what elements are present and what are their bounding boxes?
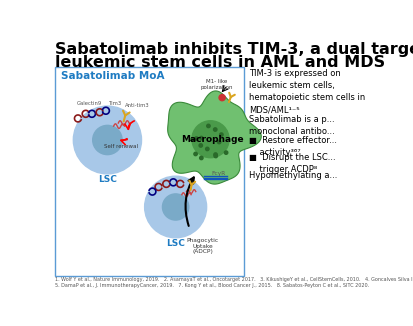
- Text: TIM-3 is expressed on
leukemic stem cells,
hematopoietic stem cells in
MDS/AML¹⁻: TIM-3 is expressed on leukemic stem cell…: [249, 69, 366, 115]
- Text: Sabatolimab is a p...
monoclonal antibo...: Sabatolimab is a p... monoclonal antibo.…: [249, 114, 335, 136]
- Circle shape: [207, 124, 210, 128]
- Text: FcγR: FcγR: [211, 170, 225, 176]
- Circle shape: [74, 106, 142, 174]
- Text: LSC: LSC: [166, 239, 185, 248]
- Text: LSC: LSC: [98, 175, 117, 185]
- Circle shape: [220, 133, 223, 136]
- Circle shape: [217, 140, 221, 144]
- Circle shape: [145, 176, 206, 238]
- Circle shape: [224, 151, 228, 154]
- Text: Self renewal: Self renewal: [104, 144, 138, 149]
- Circle shape: [191, 138, 195, 141]
- Circle shape: [206, 147, 209, 151]
- Text: leukemic stem cells in AML and MDS: leukemic stem cells in AML and MDS: [55, 55, 385, 70]
- Text: 1. Wolf Y et al., Nature Immunology, 2019.   2. AsamayaT et al., Oncotarget 2017: 1. Wolf Y et al., Nature Immunology, 201…: [55, 277, 413, 288]
- Circle shape: [93, 126, 122, 155]
- Circle shape: [214, 128, 217, 131]
- Circle shape: [195, 137, 198, 140]
- Text: Anti-tim3: Anti-tim3: [124, 103, 149, 108]
- Text: Tim3: Tim3: [109, 101, 122, 106]
- FancyBboxPatch shape: [55, 67, 244, 276]
- Circle shape: [199, 144, 202, 147]
- Circle shape: [214, 154, 218, 158]
- Circle shape: [199, 136, 203, 140]
- Text: Hypomethylating a...: Hypomethylating a...: [249, 171, 337, 180]
- Circle shape: [214, 153, 217, 156]
- Circle shape: [219, 95, 225, 101]
- Text: M1- like
polarization: M1- like polarization: [200, 79, 233, 90]
- Text: Sabatolimab inhibits TIM-3, a dual target on: Sabatolimab inhibits TIM-3, a dual targe…: [55, 42, 413, 57]
- Text: Sabatolimab MoA: Sabatolimab MoA: [61, 71, 164, 81]
- Text: Phagocytic
Uptake
(ADCP): Phagocytic Uptake (ADCP): [187, 238, 219, 254]
- Polygon shape: [168, 91, 261, 184]
- Circle shape: [199, 156, 203, 160]
- Circle shape: [162, 194, 189, 220]
- Text: ■  Restore effector...
    activity³⁶⁷: ■ Restore effector... activity³⁶⁷: [249, 136, 337, 157]
- Text: Galectin9: Galectin9: [76, 101, 102, 106]
- Circle shape: [194, 152, 197, 156]
- Text: Macrophage: Macrophage: [181, 135, 243, 144]
- Text: ■  Disrupt the LSC...
    trigger ACDP⁸: ■ Disrupt the LSC... trigger ACDP⁸: [249, 153, 336, 174]
- Circle shape: [192, 121, 229, 158]
